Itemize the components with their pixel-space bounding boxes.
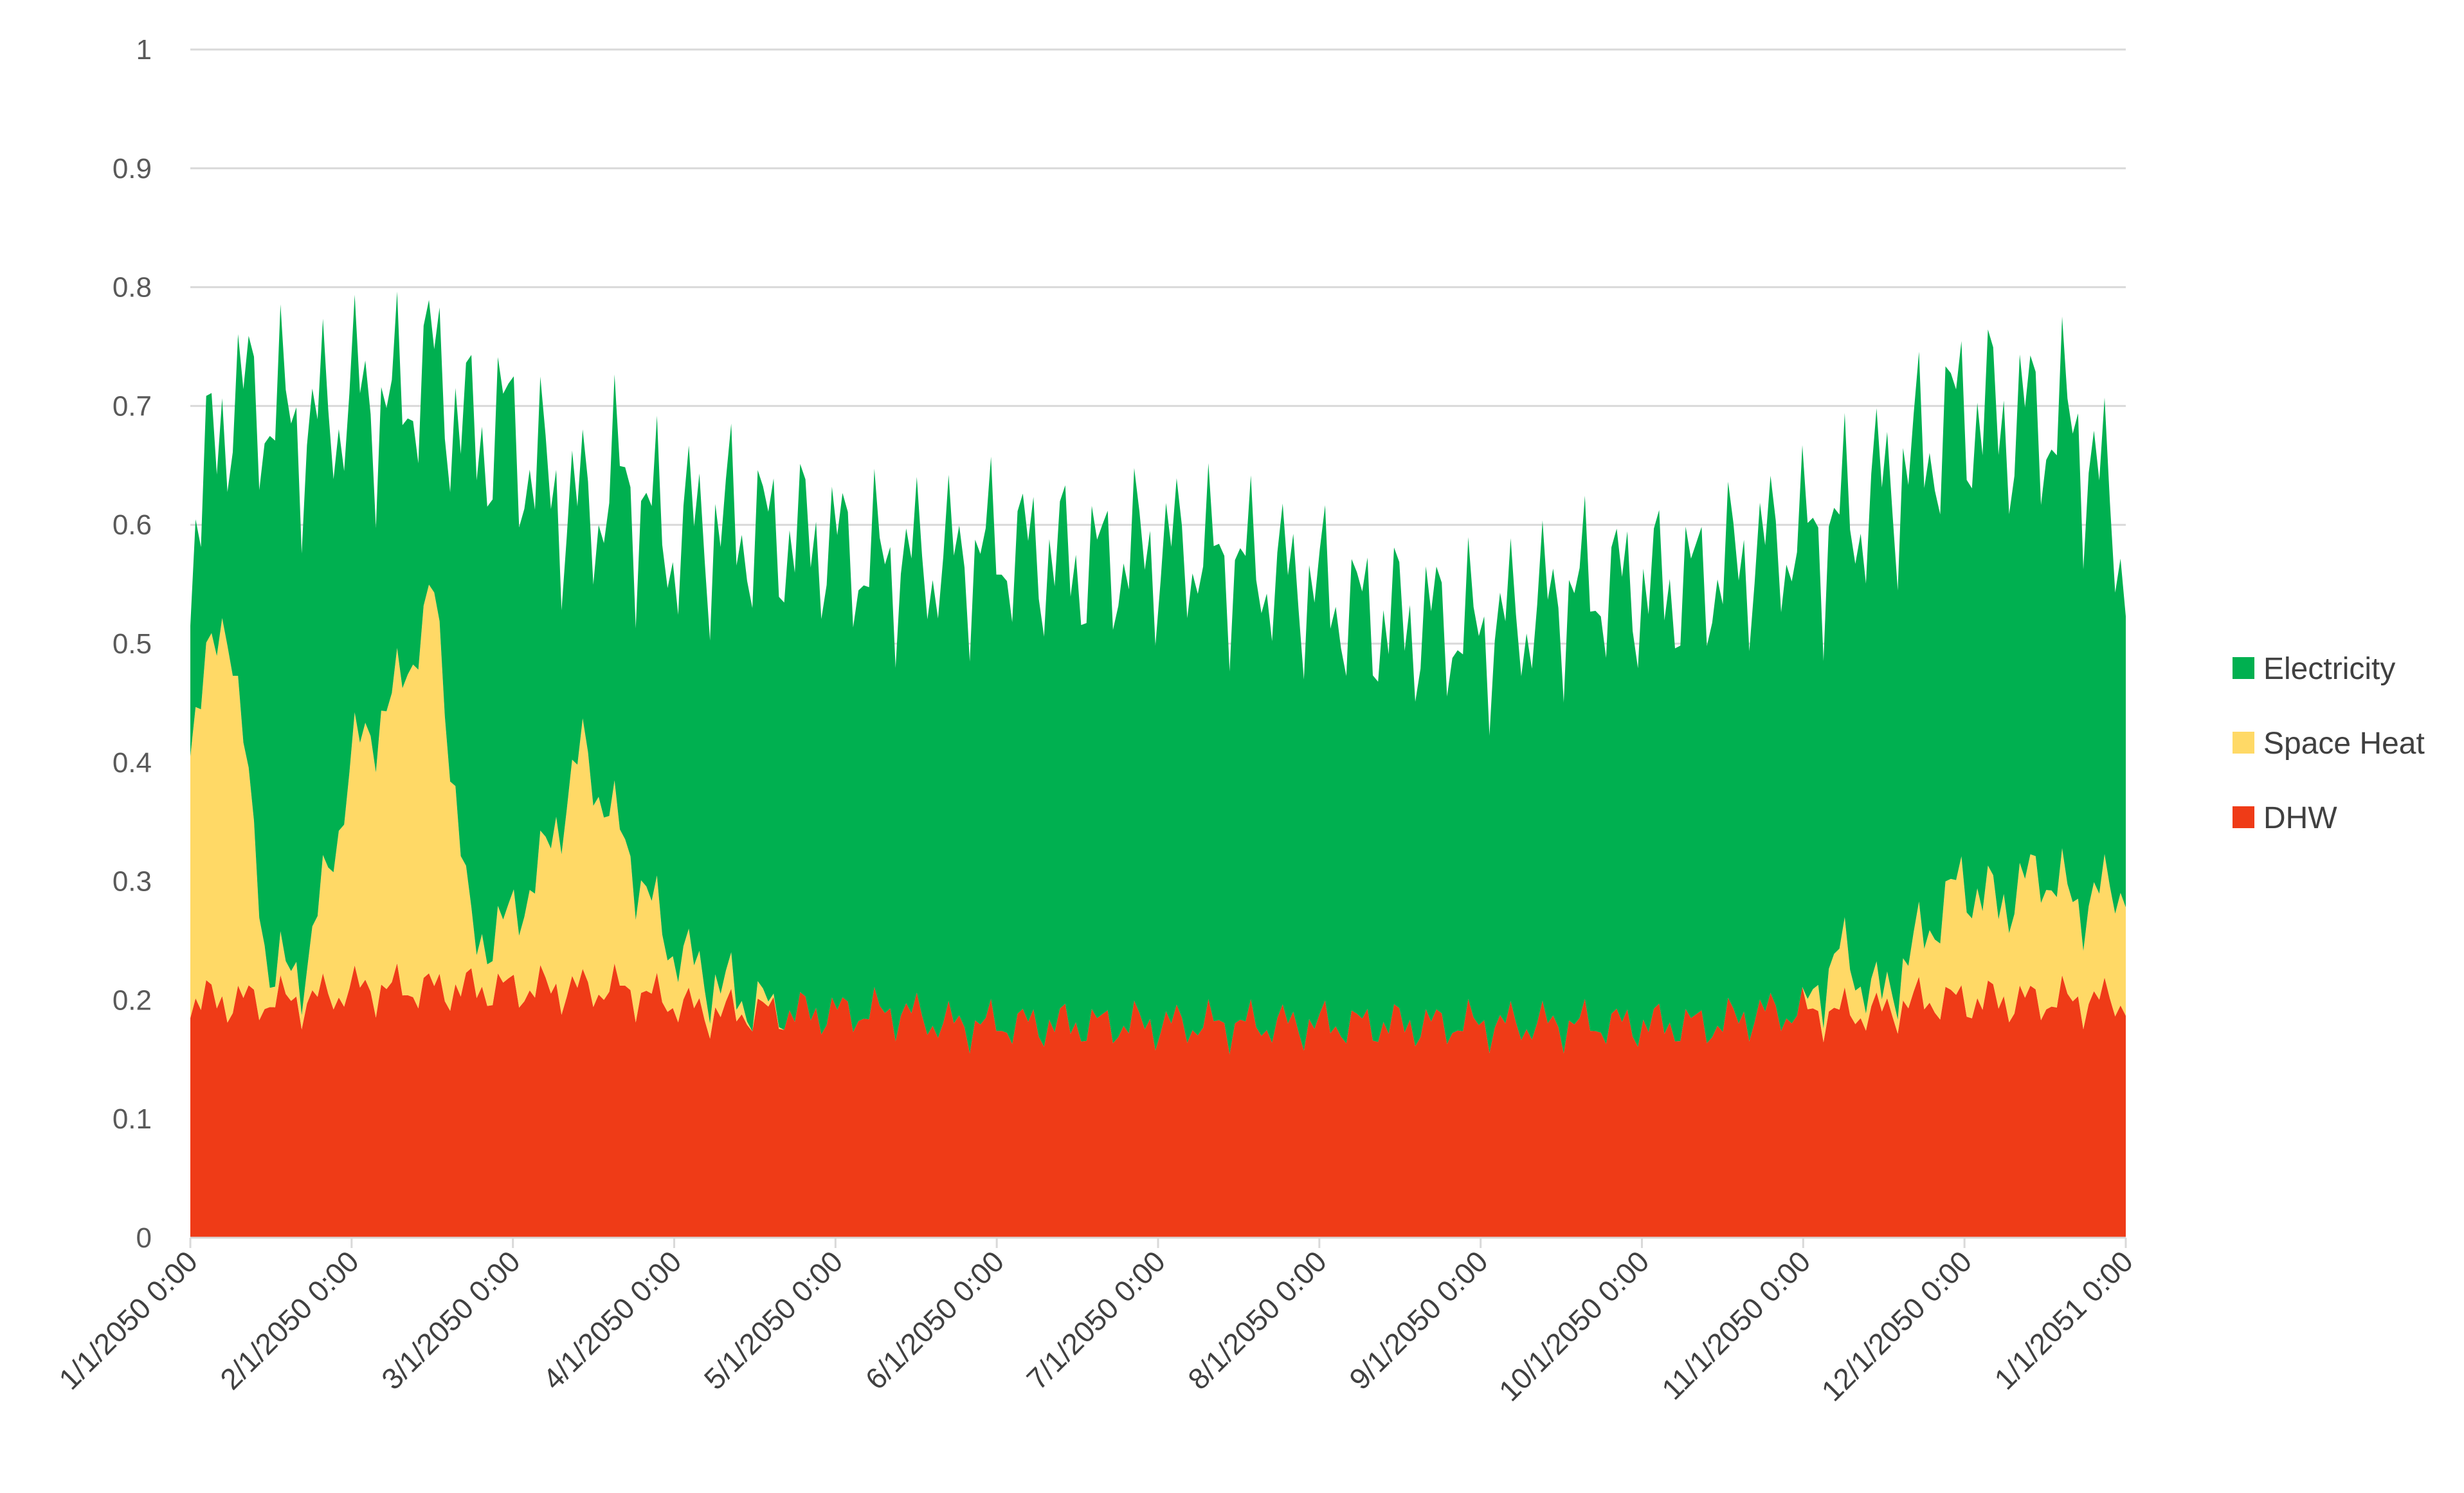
x-tick-label: 10/1/2050 0:00 bbox=[1492, 1244, 1656, 1407]
x-tick-label: 1/1/2050 0:00 bbox=[52, 1244, 204, 1396]
legend-label: Electricity bbox=[2263, 652, 2395, 686]
x-tick-label: 6/1/2050 0:00 bbox=[859, 1244, 1011, 1396]
x-tick-label: 11/1/2050 0:00 bbox=[1655, 1244, 1816, 1406]
legend: Electricity Space Heat DHW bbox=[2233, 652, 2425, 835]
legend-swatch-space-heat bbox=[2233, 732, 2254, 754]
x-tick-label: 8/1/2050 0:00 bbox=[1181, 1244, 1333, 1396]
y-tick-label: 0.9 bbox=[113, 153, 152, 185]
y-tick-label: 0.2 bbox=[113, 984, 152, 1016]
x-tick-label: 2/1/2050 0:00 bbox=[213, 1244, 365, 1396]
legend-label: Space Heat bbox=[2263, 727, 2425, 761]
y-axis: 0 0.1 0.2 0.3 0.4 0.5 0.6 0.7 0.8 0.9 1 bbox=[113, 34, 152, 1254]
area-dhw bbox=[190, 963, 2126, 1238]
y-tick-label: 1 bbox=[136, 34, 152, 66]
x-tick-label: 12/1/2050 0:00 bbox=[1815, 1244, 1978, 1407]
y-tick-label: 0.1 bbox=[113, 1103, 152, 1135]
x-axis: 1/1/2050 0:00 2/1/2050 0:00 3/1/2050 0:00 4… bbox=[52, 1236, 2139, 1407]
y-tick-label: 0.8 bbox=[113, 272, 152, 303]
x-tick-label: 9/1/2050 0:00 bbox=[1343, 1244, 1494, 1396]
area-space-heat bbox=[190, 584, 2126, 1054]
y-tick-label: 0 bbox=[136, 1222, 152, 1254]
legend-swatch-electricity bbox=[2233, 657, 2254, 679]
x-tick-label: 3/1/2050 0:00 bbox=[375, 1244, 527, 1396]
x-tick-label: 5/1/2050 0:00 bbox=[698, 1244, 849, 1396]
legend-swatch-dhw bbox=[2233, 806, 2254, 828]
legend-label: DHW bbox=[2263, 801, 2337, 835]
x-tick-label: 7/1/2050 0:00 bbox=[1020, 1244, 1172, 1396]
series-areas bbox=[190, 291, 2126, 1238]
y-tick-label: 0.7 bbox=[113, 390, 152, 422]
area-electricity bbox=[190, 291, 2126, 1054]
x-tick-label: 1/1/2051 0:00 bbox=[1988, 1244, 2139, 1396]
y-tick-label: 0.6 bbox=[113, 509, 152, 541]
y-tick-label: 0.5 bbox=[113, 628, 152, 660]
y-tick-label: 0.3 bbox=[113, 866, 152, 898]
x-tick-label: 4/1/2050 0:00 bbox=[536, 1244, 688, 1396]
y-tick-label: 0.4 bbox=[113, 747, 152, 779]
